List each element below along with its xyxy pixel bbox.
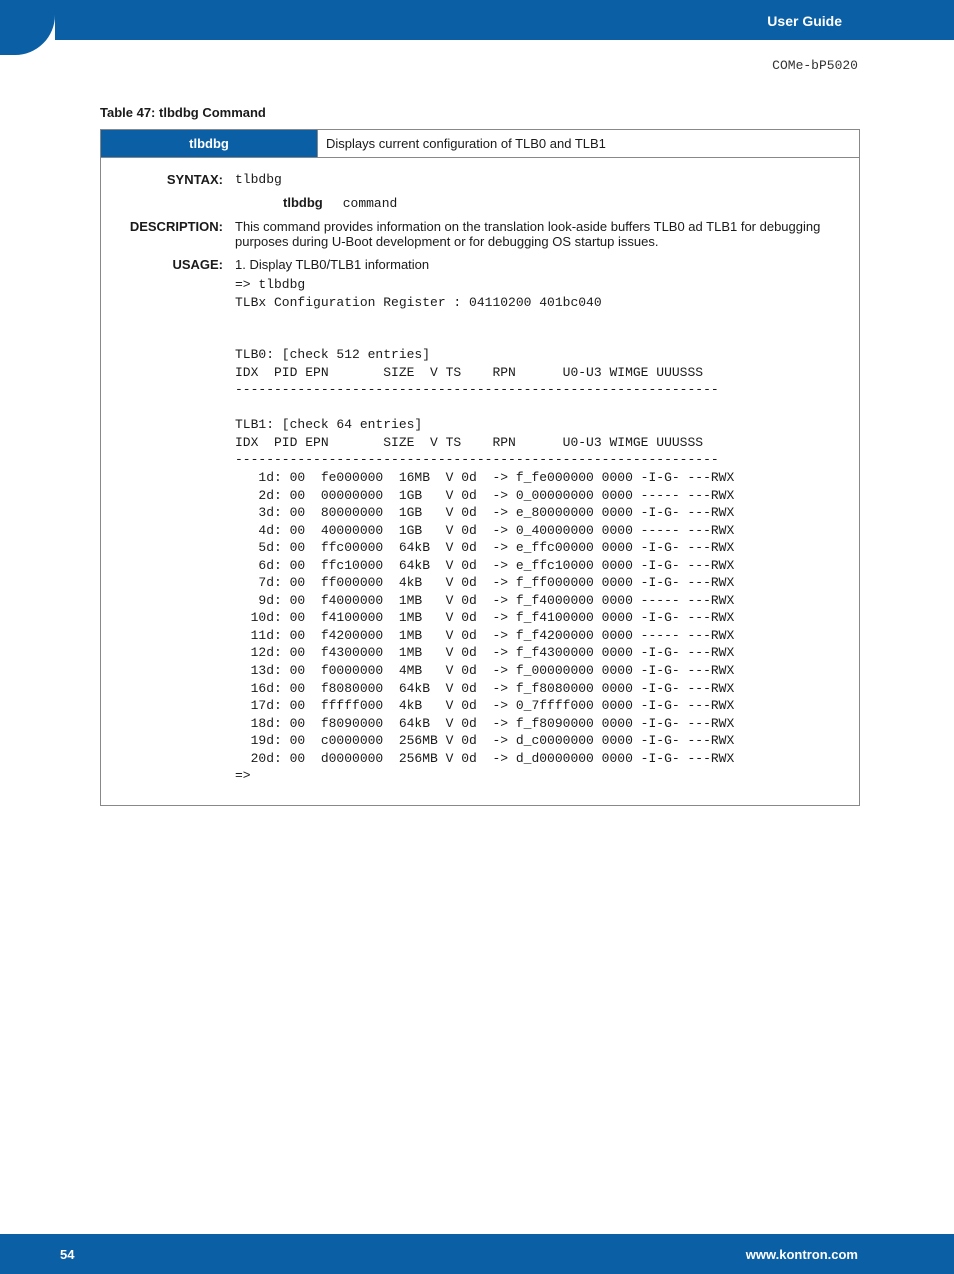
user-guide-label: User Guide [767, 13, 842, 29]
syntax-label: SYNTAX: [113, 168, 229, 191]
page: User Guide COMe-bP5020 Table 47: tlbdbg … [0, 0, 954, 1274]
description-text: This command provides information on the… [229, 215, 847, 253]
corner-decoration [0, 0, 55, 55]
usage-label: USAGE: [113, 253, 229, 789]
command-body: SYNTAX: tlbdbg tlbdbg command D [101, 158, 860, 806]
footer-url: www.kontron.com [746, 1247, 858, 1262]
page-number: 54 [60, 1247, 74, 1262]
usage-output: => tlbdbg TLBx Configuration Register : … [235, 276, 841, 785]
command-summary: Displays current configuration of TLB0 a… [318, 130, 860, 158]
command-detail-table: SYNTAX: tlbdbg tlbdbg command D [113, 168, 847, 789]
command-name-header: tlbdbg [101, 130, 318, 158]
command-table: tlbdbg Displays current configuration of… [100, 129, 860, 806]
table-caption: Table 47: tlbdbg Command [100, 105, 266, 120]
usage-intro: 1. Display TLB0/TLB1 information [235, 257, 841, 272]
product-code: COMe-bP5020 [772, 58, 858, 73]
command-word-row: tlbdbg command [235, 195, 841, 211]
header-band: User Guide [55, 0, 954, 40]
footer-band: 54 www.kontron.com [0, 1234, 954, 1274]
syntax-value: tlbdbg [229, 168, 847, 191]
command-word: command [343, 196, 398, 211]
description-label: DESCRIPTION: [113, 215, 229, 253]
command-bold-name: tlbdbg [283, 195, 323, 210]
